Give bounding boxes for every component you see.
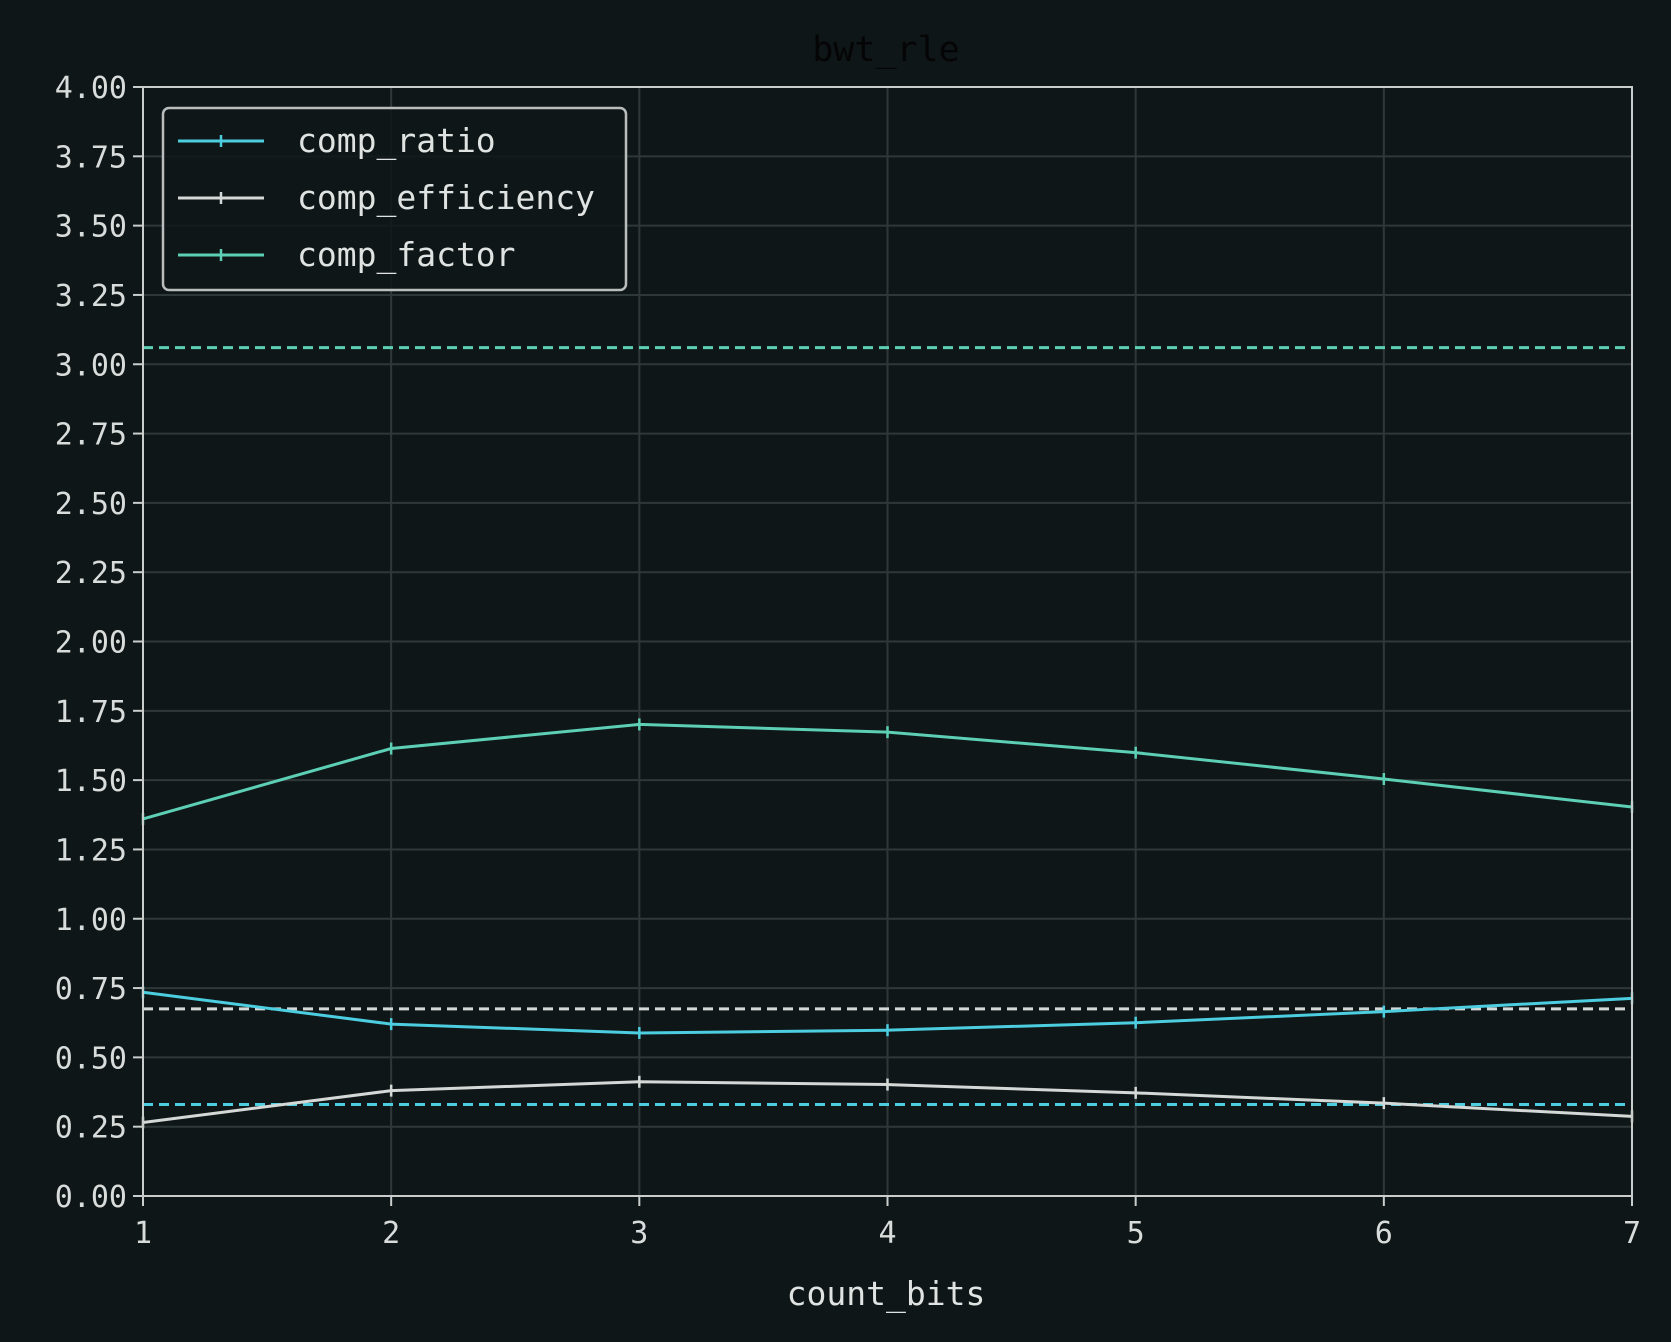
y-tick-label: 0.50 [55,1041,127,1076]
y-tick-label: 1.75 [55,695,127,730]
legend-item-comp-efficiency: comp_efficiency [178,178,595,218]
y-tick-label: 0.75 [55,972,127,1007]
series-layer [141,718,1634,1129]
legend-item-comp-ratio: comp_ratio [178,121,496,161]
y-tick-label: 0.00 [55,1180,127,1215]
y-tick-label: 3.50 [55,210,127,245]
x-tick-label: 6 [1375,1216,1393,1251]
x-axis-label: count_bits [787,1274,986,1314]
y-tick-label: 0.25 [55,1111,127,1146]
x-tick-label: 7 [1623,1216,1641,1251]
legend: comp_ratio comp_efficiency comp_factor [161,106,628,292]
y-tick-label: 3.25 [55,279,127,314]
x-tick-label: 2 [382,1216,400,1251]
chart-title: bwt_rle [812,30,960,70]
legend-box [161,106,628,292]
y-tick-label: 1.00 [55,903,127,938]
y-tick-label: 2.75 [55,418,127,453]
grid [142,86,1633,1197]
x-tick-label: 5 [1127,1216,1145,1251]
legend-label-comp-ratio: comp_ratio [297,121,496,161]
x-tick-label: 1 [134,1216,152,1251]
y-tick-label: 2.00 [55,626,127,661]
y-tick-label: 1.25 [55,833,127,868]
y-tick-label: 2.25 [55,556,127,591]
y-tick-label: 3.75 [55,140,127,175]
legend-label-comp-factor: comp_factor [297,235,516,275]
y-tick-label: 3.00 [55,348,127,383]
y-tick-label: 1.50 [55,764,127,799]
y-axis-ticks: 0.00 0.25 0.50 0.75 1.00 1.25 1.50 1.75 2.00 2.25… [55,71,143,1215]
x-tick-label: 3 [630,1216,648,1251]
y-tick-label: 2.50 [55,487,127,522]
y-tick-label: 4.00 [55,71,127,106]
legend-item-comp-factor: comp_factor [178,235,516,275]
x-axis-ticks: 1 2 3 4 5 6 7 [134,1196,1641,1251]
x-tick-label: 4 [878,1216,896,1251]
legend-label-comp-efficiency: comp_efficiency [297,178,595,218]
